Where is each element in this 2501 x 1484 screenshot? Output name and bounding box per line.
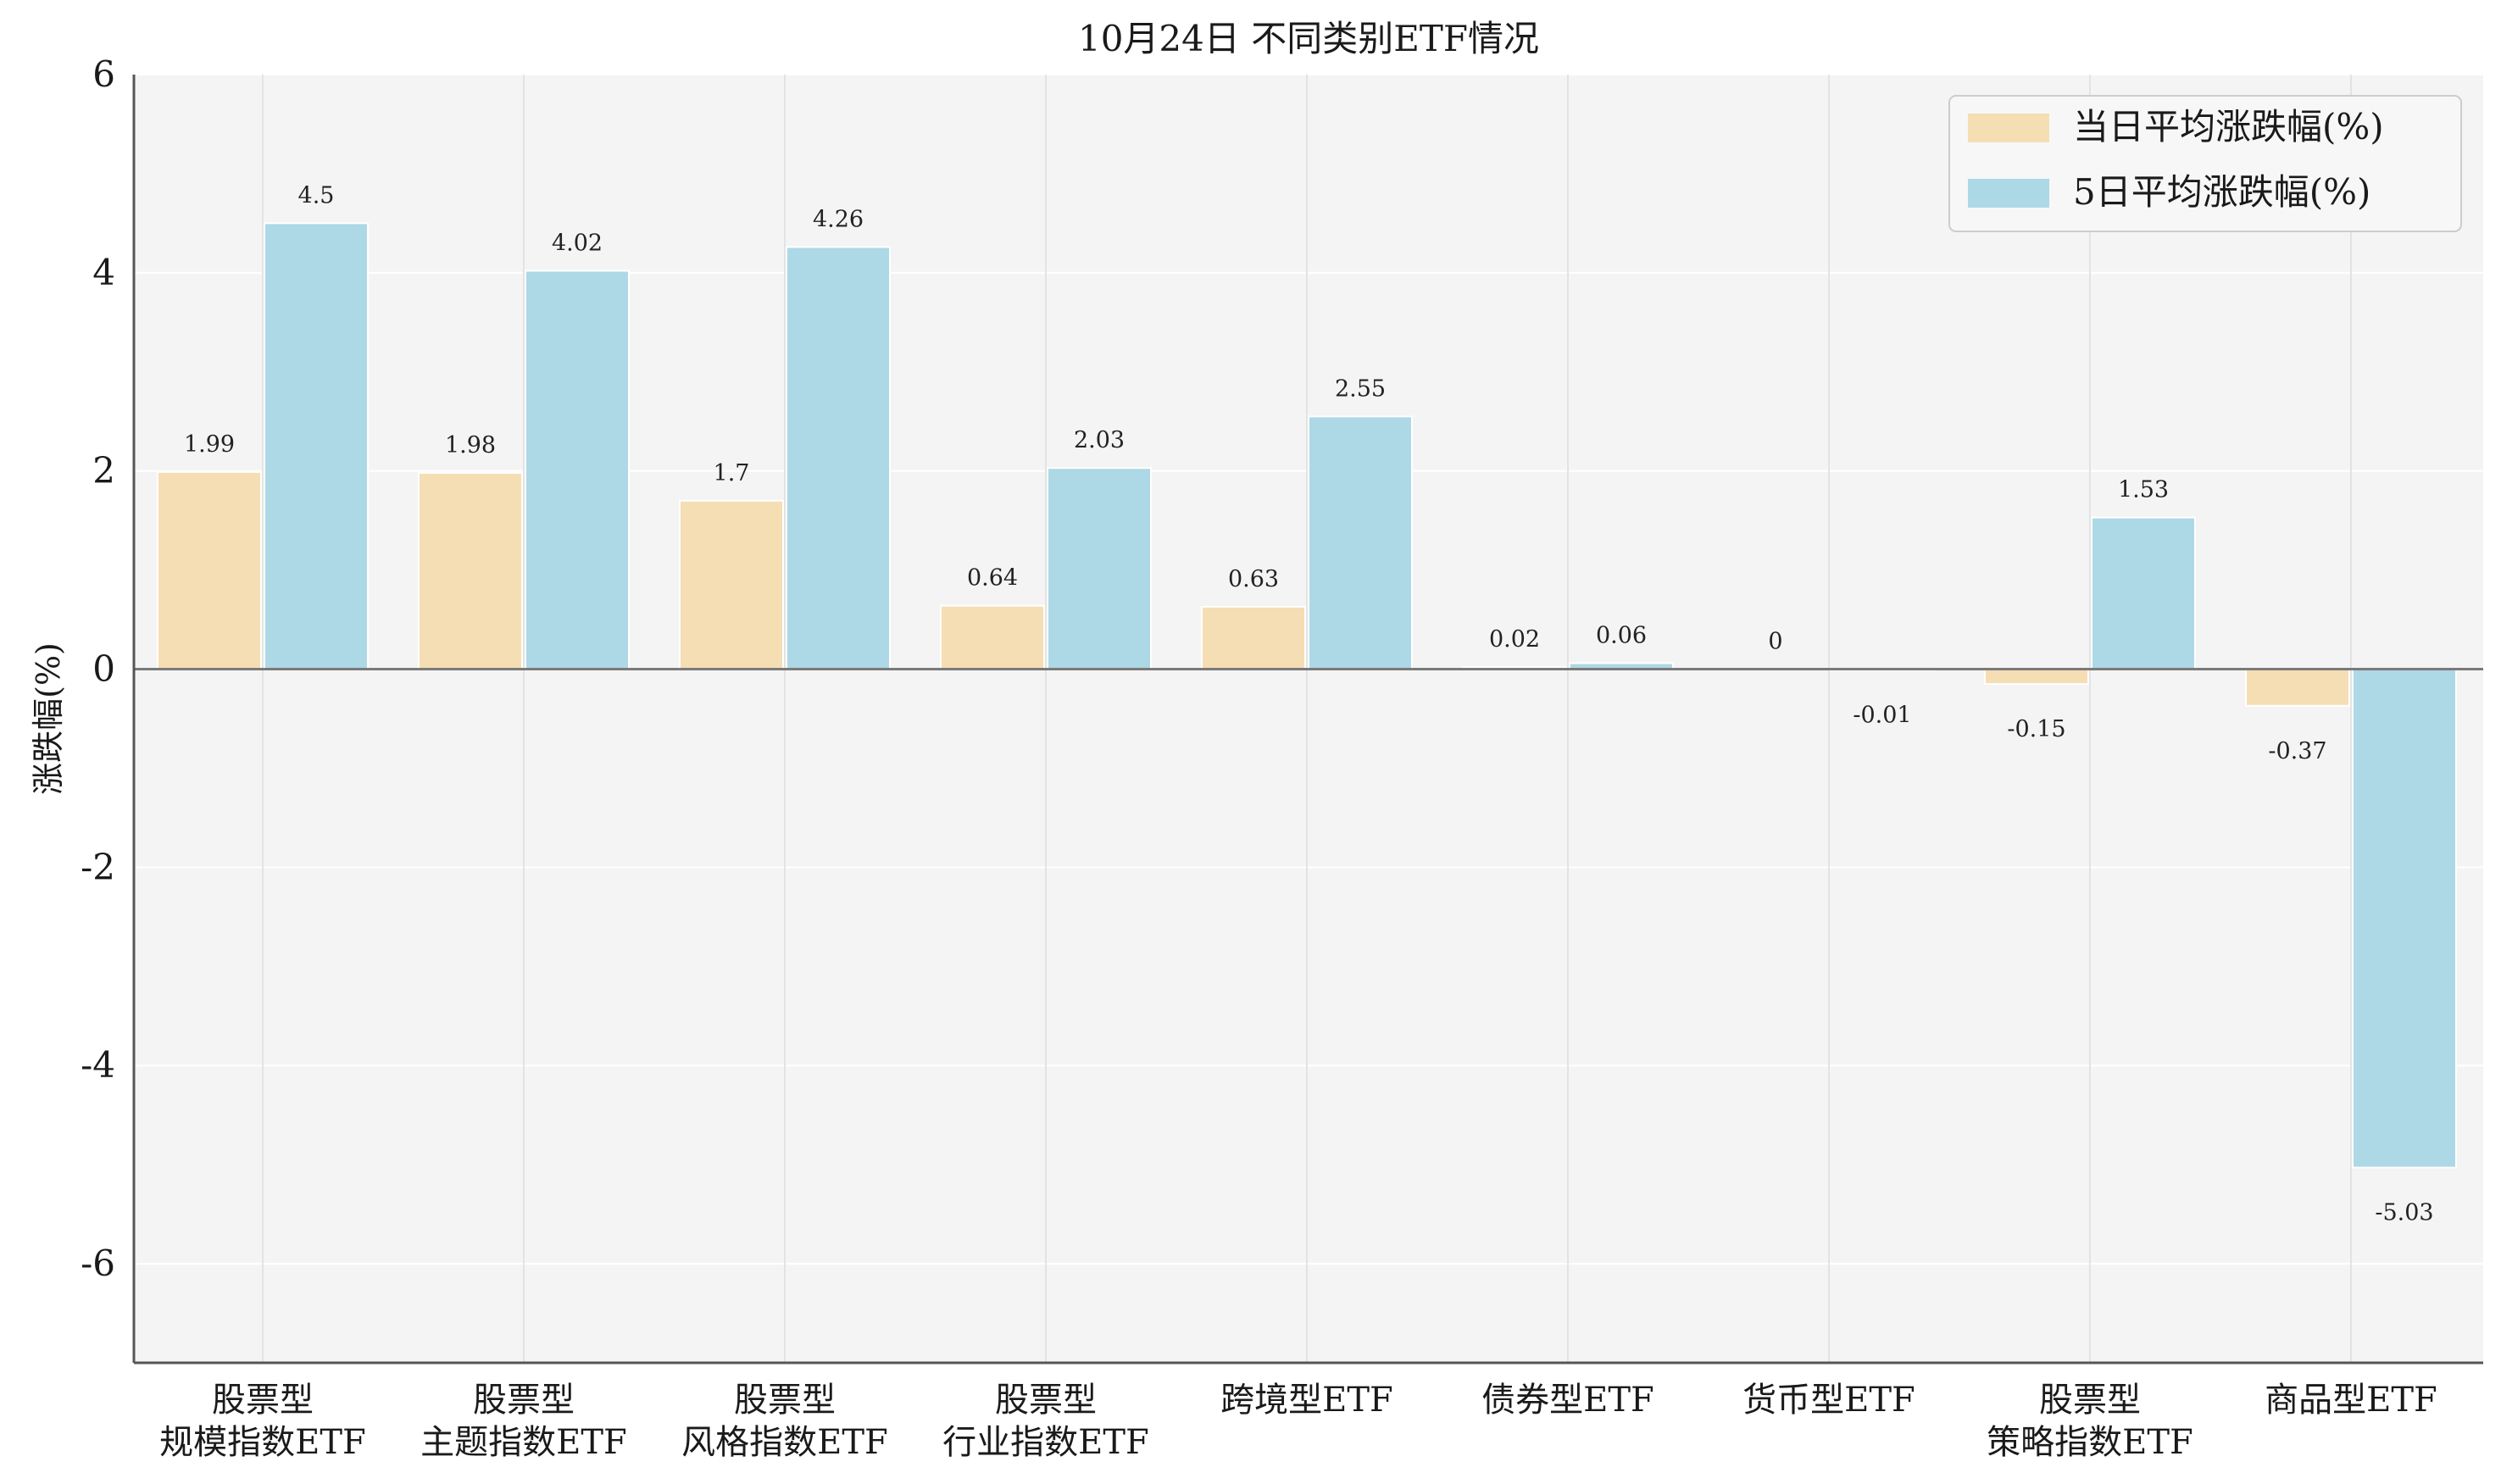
x-tick-label: 股票型	[212, 1381, 314, 1420]
x-tick-label: 债券型ETF	[1481, 1381, 1654, 1420]
data-labels: 1.99 1.98 1.7 0.64 0.63 0.02 0 -0.15 -0.37 4.5 4.0…	[184, 182, 2434, 1226]
data-label: 1.99	[184, 431, 235, 458]
x-tick-label: 行业指数ETF	[942, 1423, 1149, 1462]
x-tick-label: 商品型ETF	[2265, 1381, 2437, 1420]
legend-label-daily: 当日平均涨跌幅(%)	[2073, 106, 2384, 147]
x-tick-label: 股票型	[995, 1381, 1097, 1420]
x-tick-label: 主题指数ETF	[420, 1423, 627, 1462]
bar-5day	[2091, 516, 2196, 670]
y-tick-label: 2	[92, 450, 115, 492]
y-tick-label: 0	[92, 648, 115, 690]
legend-swatch-5day	[1968, 179, 2049, 208]
data-label: 2.55	[1335, 375, 1386, 402]
bar-daily	[418, 472, 523, 670]
chart-title: 10月24日 不同类别ETF情况	[1078, 18, 1539, 59]
data-label: -5.03	[2375, 1200, 2433, 1226]
legend-swatch-daily	[1968, 114, 2049, 142]
bars	[157, 222, 2457, 1169]
bar-5day	[1308, 415, 1413, 670]
x-tick-label: 规模指数ETF	[159, 1423, 366, 1462]
bar-daily	[679, 499, 784, 670]
x-tick-label: 货币型ETF	[1742, 1381, 1915, 1420]
bar-5day	[525, 270, 630, 670]
data-label: -0.37	[2268, 738, 2326, 764]
data-label: 1.98	[445, 432, 496, 459]
x-tick-label: 股票型	[2039, 1381, 2141, 1420]
axes: -6-4-20246股票型规模指数ETF股票型主题指数ETF股票型风格指数ETF…	[81, 53, 2483, 1462]
data-label: -0.15	[2007, 716, 2065, 742]
grid-lines	[134, 74, 2483, 1363]
bar-daily	[1201, 605, 1306, 670]
plot-area	[134, 75, 2483, 1363]
data-label: 4.5	[298, 182, 335, 208]
y-tick-label: 6	[92, 53, 115, 95]
bar-daily	[157, 470, 262, 670]
data-label: 0.64	[967, 565, 1018, 592]
data-label: 0.02	[1489, 626, 1540, 653]
data-label: 2.03	[1074, 427, 1125, 453]
x-tick-label: 策略指数ETF	[1987, 1423, 2193, 1462]
data-label: 4.02	[552, 231, 603, 257]
data-label: 0.06	[1596, 623, 1647, 649]
y-tick-label: -4	[81, 1044, 115, 1086]
bar-5day	[786, 246, 891, 670]
x-tick-label: 股票型	[734, 1381, 836, 1420]
data-label: 1.53	[2118, 477, 2169, 503]
legend: 当日平均涨跌幅(%) 5日平均涨跌幅(%)	[1948, 95, 2462, 232]
x-tick-label: 跨境型ETF	[1220, 1381, 1393, 1420]
bar-daily	[2245, 668, 2350, 707]
y-tick-label: -6	[81, 1242, 115, 1284]
bar-5day	[1047, 467, 1152, 670]
legend-label-5day: 5日平均涨跌幅(%)	[2073, 171, 2370, 213]
data-label: 0.63	[1228, 566, 1279, 592]
bar-daily	[1984, 668, 2089, 686]
y-tick-label: 4	[92, 252, 115, 293]
bar-5day	[2352, 668, 2457, 1169]
bar-5day	[264, 222, 369, 670]
data-label: 1.7	[714, 460, 750, 486]
bar-daily	[940, 604, 1045, 670]
data-label: 0	[1768, 629, 1782, 655]
legend-box	[1948, 95, 2462, 232]
data-label: 4.26	[813, 206, 864, 232]
x-tick-label: 股票型	[473, 1381, 575, 1420]
data-label: -0.01	[1853, 703, 1911, 729]
y-tick-label: -2	[81, 846, 115, 887]
x-tick-label: 风格指数ETF	[681, 1423, 888, 1462]
y-axis-label: 涨跌幅(%)	[30, 642, 67, 795]
